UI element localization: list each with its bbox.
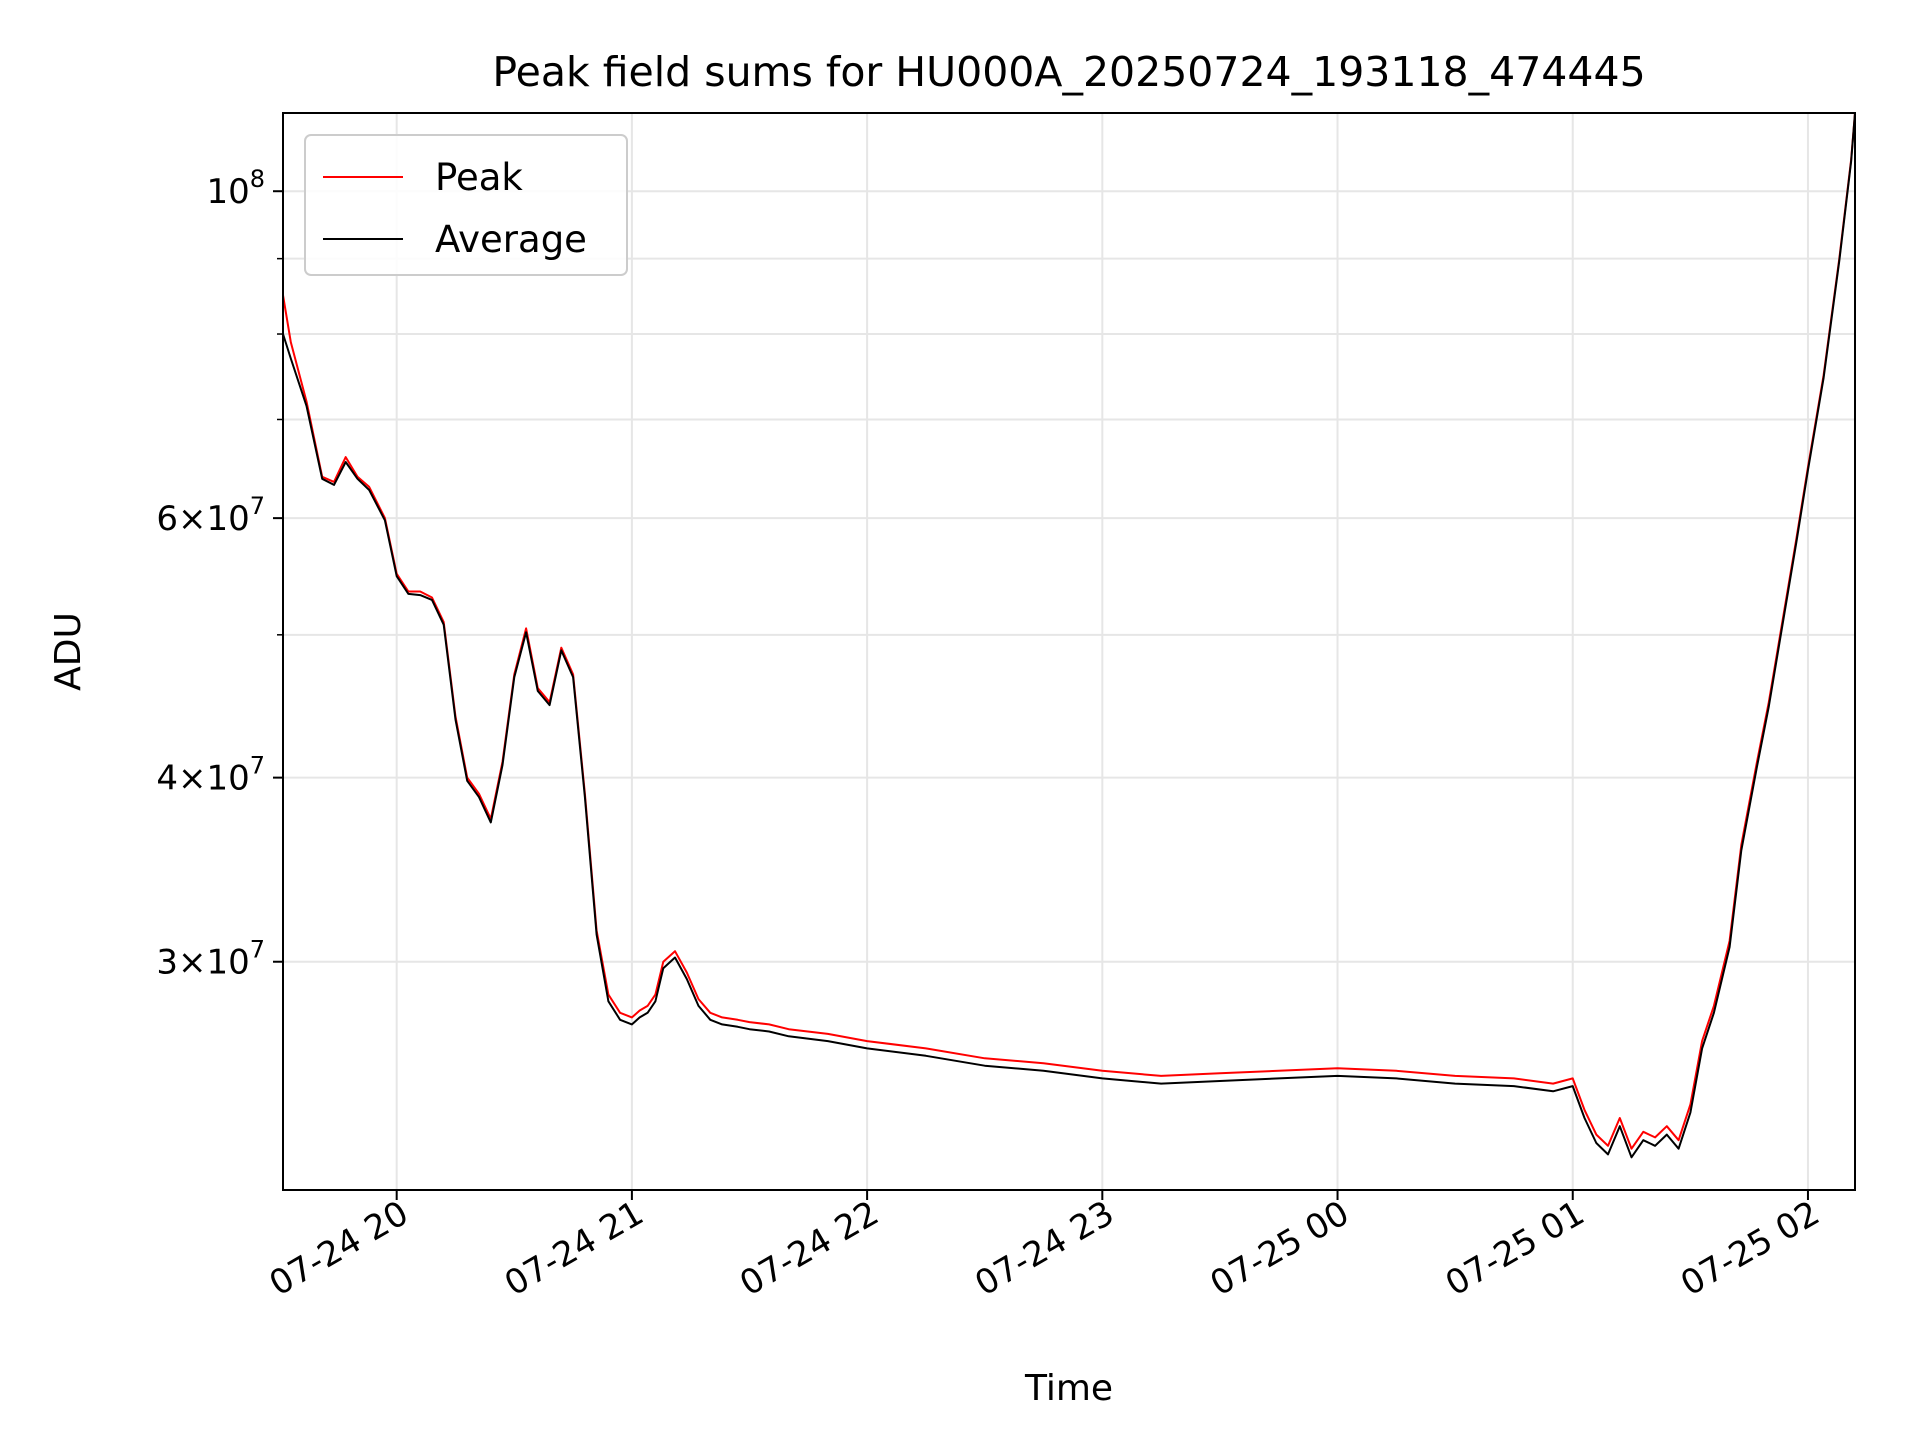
y-tick-label: 108	[206, 165, 265, 212]
series-line-average	[282, 112, 1856, 1159]
chart-title: Peak field sums for HU000A_20250724_1931…	[492, 48, 1645, 96]
legend: Peak Average	[304, 134, 628, 276]
legend-label-peak: Peak	[435, 156, 523, 199]
legend-label-average: Average	[435, 218, 587, 261]
y-axis: 3×107 4×107 6×107 108	[156, 165, 283, 983]
x-axis-label: Time	[1024, 1368, 1113, 1409]
plot-frame	[282, 112, 1856, 1191]
y-tick-label: 3×107	[156, 936, 265, 983]
y-tick-label: 6×107	[156, 492, 265, 539]
series-layer	[282, 112, 1856, 1159]
y-tick-label: 4×107	[156, 752, 265, 799]
y-axis-label: ADU	[48, 612, 89, 691]
